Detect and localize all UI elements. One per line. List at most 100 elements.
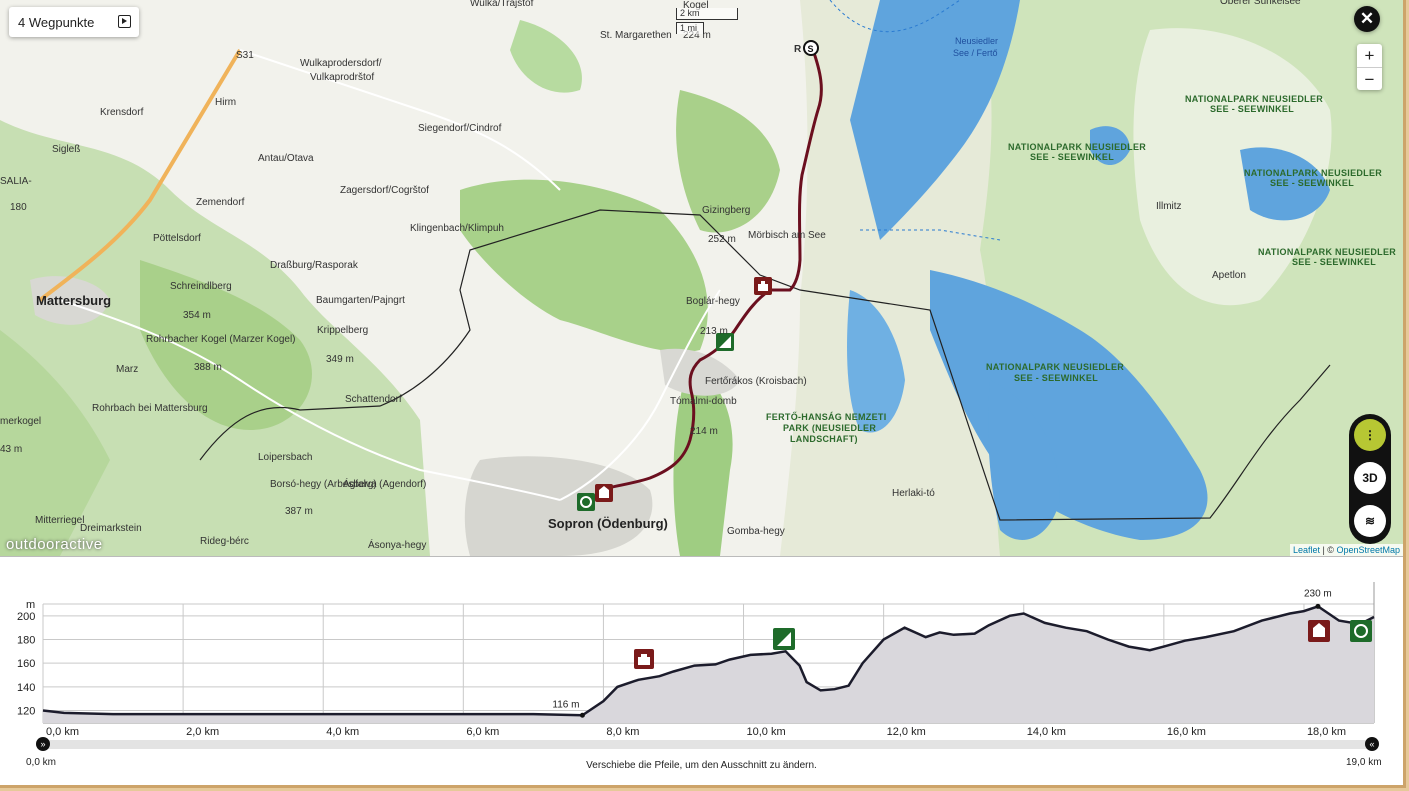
waypoints-button[interactable]: 4 Wegpunkte — [9, 7, 139, 37]
range-left-handle[interactable]: » — [36, 737, 50, 751]
y-tick-label: 160 — [17, 658, 35, 670]
place-label: 213 m — [700, 326, 728, 337]
pond-area — [1240, 147, 1330, 221]
range-right-handle[interactable]: « — [1365, 737, 1379, 751]
ferry-route — [860, 229, 1001, 241]
x-tick-label: 4,0 km — [326, 726, 359, 738]
play-icon[interactable] — [118, 15, 131, 28]
place-label: Vulkaprodrštof — [310, 72, 374, 83]
place-label: Baumgarten/Pajngrt — [316, 295, 405, 306]
x-tick-label: 16,0 km — [1167, 726, 1206, 738]
viewpoint-poi-icon[interactable] — [716, 333, 734, 351]
place-label: Gizingberg — [702, 205, 750, 216]
layers-button[interactable]: ≋ — [1354, 505, 1386, 537]
road — [559, 289, 721, 501]
x-tick-label: 0,0 km — [46, 726, 79, 738]
lake-area — [930, 270, 1208, 540]
zoom-out-button[interactable]: − — [1364, 69, 1375, 89]
min-elevation-label: 116 m — [552, 699, 579, 710]
sight-poi-icon[interactable] — [577, 493, 595, 511]
town-area — [464, 456, 653, 556]
close-button[interactable]: ✕ — [1354, 6, 1380, 32]
elevation-chart[interactable]: 200 180 160 140 120 0,0 km 2,0 km 4,0 km 6,0 km… — [0, 557, 1403, 786]
forest-area — [673, 360, 733, 556]
place-label: Mitterriegel — [35, 515, 84, 526]
zoom-in-button[interactable]: + — [1357, 44, 1382, 68]
x-tick-label: 12,0 km — [887, 726, 926, 738]
y-tick-label: 120 — [17, 706, 35, 718]
y-tick-label: 180 — [17, 635, 35, 647]
park-label: PARK (NEUSIEDLER — [783, 423, 876, 433]
osm-link[interactable]: OpenStreetMap — [1336, 545, 1400, 555]
place-label: Draßburg/Rasporak — [270, 260, 359, 271]
place-label: Borsó-hegy (Arbesberg) — [270, 479, 377, 490]
place-label: S31 — [236, 50, 254, 61]
x-tick-label: 18,0 km — [1307, 726, 1346, 738]
elevation-profile[interactable]: 200 180 160 140 120 0,0 km 2,0 km 4,0 km 6,0 km… — [0, 556, 1403, 786]
y-tick-label: 200 — [17, 611, 35, 623]
place-label: Wulkaprodersdorf/ — [300, 58, 382, 69]
forest-area — [460, 179, 708, 353]
leaflet-link[interactable]: Leaflet — [1292, 545, 1320, 555]
place-label: Pöttelsdorf — [153, 233, 201, 244]
lake-label: See / Fertő — [953, 48, 998, 58]
place-label: Antau/Otava — [258, 153, 314, 164]
place-label: 388 m — [194, 362, 222, 373]
place-label: 43 m — [0, 444, 22, 455]
max-point — [1315, 603, 1321, 609]
place-label: 349 m — [326, 354, 354, 365]
place-label: Krippelberg — [317, 325, 368, 336]
place-label: 354 m — [183, 310, 211, 321]
y-unit-label: m — [26, 599, 35, 611]
park-label: NATIONALPARK NEUSIEDLER — [1008, 142, 1146, 152]
place-label: 387 m — [285, 506, 313, 517]
chapel-poi-icon[interactable] — [595, 484, 613, 502]
place-label: Apetlon — [1212, 270, 1246, 281]
range-slider[interactable]: » « — [36, 737, 1379, 753]
place-label: Marz — [116, 364, 138, 375]
map-canvas[interactable]: S Wulka/Trajstof St. Margarethen Kogel 224 … — [0, 0, 1403, 556]
attribution-separator: | © — [1319, 545, 1337, 555]
place-label: Schattendorf — [345, 394, 402, 405]
place-label: St. Margarethen — [600, 30, 672, 41]
elevation-line — [42, 605, 1375, 717]
lake-area — [847, 290, 905, 433]
x-tick-label: 14,0 km — [1027, 726, 1066, 738]
range-track[interactable] — [44, 740, 1370, 749]
castle-poi-icon[interactable] — [754, 277, 772, 295]
start-marker-icon[interactable]: S — [803, 40, 819, 56]
lake-area — [988, 380, 1060, 540]
route-line[interactable] — [607, 49, 823, 490]
place-label: Dreimarkstein — [80, 523, 142, 534]
more-button[interactable]: ⋮ — [1354, 419, 1386, 451]
park-label: NATIONALPARK NEUSIEDLER — [986, 362, 1124, 372]
place-label: Illmitz — [1156, 201, 1182, 212]
range-start-label: 0,0 km — [26, 757, 57, 768]
park-label: NATIONALPARK NEUSIEDLER — [1185, 94, 1323, 104]
place-label: Sigleß — [52, 144, 80, 155]
3d-button[interactable]: 3D — [1354, 462, 1386, 494]
place-label: Wulka/Trajstof — [470, 0, 534, 9]
park-label: SEE - SEEWINKEL — [1270, 178, 1354, 188]
viewpoint-profile-icon — [773, 628, 795, 650]
country-border — [199, 209, 1331, 521]
place-label: Kogel — [683, 0, 709, 11]
x-tick-label: 6,0 km — [466, 726, 499, 738]
ferry-route — [829, 0, 961, 32]
town-label: Sopron (Ödenburg) — [548, 516, 668, 531]
place-label: 214 m — [690, 426, 718, 437]
attribution: Leaflet | © OpenStreetMap — [1289, 544, 1403, 556]
place-label: SALIA- — [0, 176, 32, 187]
map-tools-panel: ⋮ 3D ≋ — [1349, 414, 1391, 544]
place-label: Gomba-hegy — [727, 526, 785, 537]
map-labels: Wulka/Trajstof St. Margarethen Kogel 224 m S… — [0, 0, 1396, 551]
chapel-profile-icon — [1308, 620, 1330, 642]
map-view[interactable]: S Wulka/Trajstof St. Margarethen Kogel 224 … — [0, 0, 1403, 556]
range-end-label: 19,0 km — [1346, 757, 1382, 768]
chart-annotations: 116 m 230 m — [552, 588, 1332, 718]
forest-area — [510, 20, 582, 93]
lake-label: Neusiedler — [955, 36, 998, 46]
place-label: Mörbisch am See — [748, 230, 826, 241]
place-label: Zemendorf — [196, 197, 245, 208]
